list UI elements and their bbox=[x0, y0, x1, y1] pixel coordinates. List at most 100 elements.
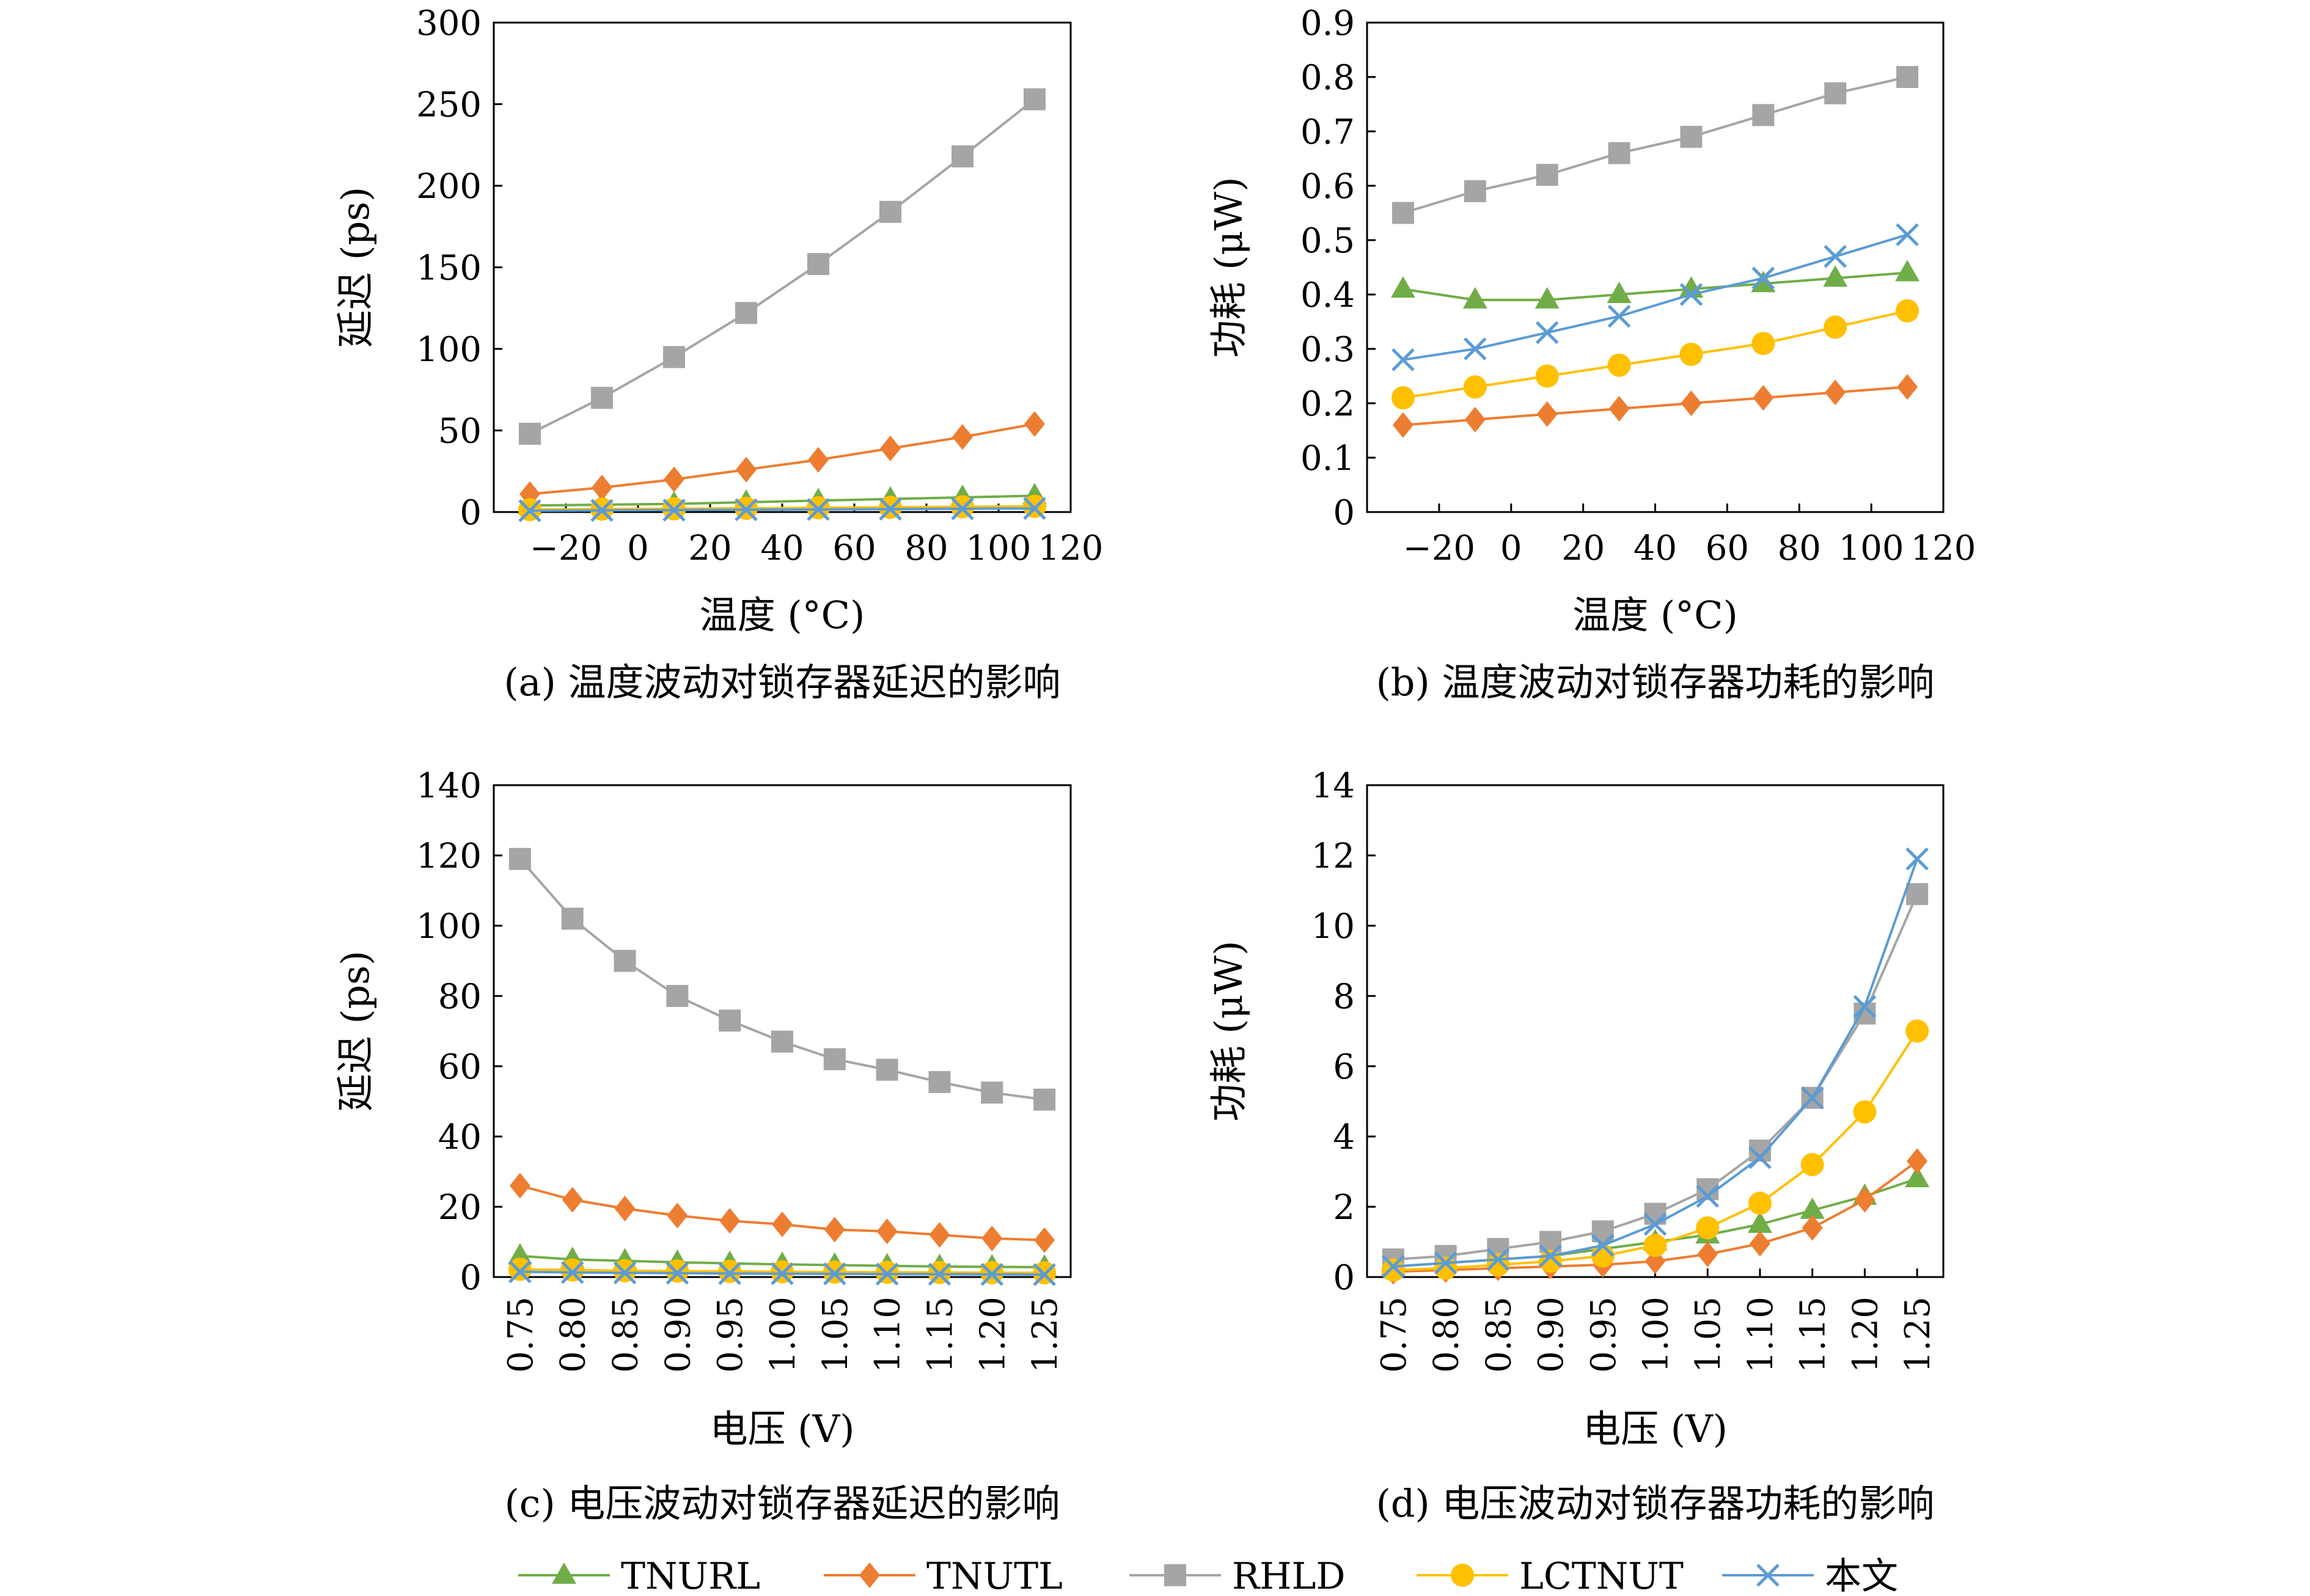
x-tick-label: 1.05 bbox=[816, 1297, 856, 1373]
data-point bbox=[1853, 1100, 1877, 1124]
data-point bbox=[1679, 342, 1703, 366]
data-point bbox=[772, 1211, 793, 1237]
data-point bbox=[880, 435, 901, 461]
x-tick-label: 1.00 bbox=[1637, 1297, 1676, 1373]
data-point bbox=[560, 1258, 584, 1282]
y-tick-label: 200 bbox=[416, 167, 482, 207]
series-TNUTL bbox=[509, 1173, 1055, 1253]
data-point bbox=[1034, 1227, 1055, 1253]
data-point bbox=[876, 1058, 898, 1081]
data-point bbox=[1462, 287, 1487, 309]
y-tick-label: 0.4 bbox=[1300, 276, 1355, 315]
data-point bbox=[1539, 1244, 1562, 1268]
series-line bbox=[529, 505, 1035, 511]
y-tick-label: 0.8 bbox=[1300, 58, 1355, 98]
legend-item-LCTNUT: LCTNUT bbox=[1417, 1555, 1684, 1596]
x-tick-label: 0.95 bbox=[1584, 1297, 1624, 1373]
data-point bbox=[1643, 1212, 1667, 1236]
x-tick-label: 1.15 bbox=[1794, 1297, 1833, 1373]
data-point bbox=[1854, 1187, 1876, 1213]
data-point bbox=[1751, 332, 1775, 356]
data-point bbox=[1607, 282, 1632, 303]
series-TNUTL bbox=[1392, 374, 1918, 438]
data-point bbox=[1536, 164, 1558, 186]
series-RHLD bbox=[1392, 66, 1919, 224]
data-point bbox=[823, 1048, 846, 1071]
data-point bbox=[667, 1202, 688, 1229]
data-point bbox=[1906, 883, 1929, 906]
y-tick-label: 0.5 bbox=[1300, 221, 1355, 261]
series-本文 bbox=[518, 497, 1046, 522]
data-point bbox=[981, 1225, 1003, 1251]
x-tick-label: 0 bbox=[627, 529, 649, 568]
data-point bbox=[1024, 88, 1046, 111]
data-point bbox=[1747, 1211, 1772, 1233]
data-point bbox=[562, 1187, 583, 1213]
data-point bbox=[1680, 125, 1703, 148]
data-point bbox=[1463, 375, 1487, 399]
data-point bbox=[1753, 385, 1774, 411]
data-point bbox=[952, 424, 973, 450]
data-point bbox=[1751, 271, 1776, 293]
data-point bbox=[719, 1009, 741, 1032]
data-point bbox=[1823, 265, 1848, 287]
legend-label: LCTNUT bbox=[1519, 1555, 1684, 1596]
y-tick-label: 150 bbox=[416, 249, 482, 288]
y-tick-label: 4 bbox=[1333, 1118, 1355, 1157]
data-point bbox=[875, 1262, 899, 1286]
series-line bbox=[519, 858, 1045, 1101]
data-point bbox=[1679, 283, 1703, 306]
data-point bbox=[507, 1243, 532, 1265]
data-point bbox=[592, 474, 612, 500]
y-tick-label: 0.6 bbox=[1300, 167, 1355, 207]
y-tick-label: 2 bbox=[1333, 1188, 1355, 1228]
series-line bbox=[529, 494, 1035, 507]
data-point bbox=[879, 200, 901, 223]
y-tick-label: 100 bbox=[416, 330, 482, 370]
legend-label: RHLD bbox=[1232, 1555, 1345, 1596]
data-point bbox=[1800, 1153, 1824, 1176]
data-point bbox=[560, 1261, 584, 1284]
data-point bbox=[771, 1030, 793, 1053]
data-point bbox=[1392, 202, 1414, 224]
x-tick-label: 1.25 bbox=[1025, 1297, 1065, 1373]
x-tick-label: 0.75 bbox=[1374, 1297, 1414, 1373]
data-point bbox=[980, 1262, 1004, 1286]
series-LCTNUT bbox=[1391, 299, 1920, 410]
data-point bbox=[929, 1222, 950, 1248]
data-point bbox=[1486, 1248, 1510, 1272]
y-tick-label: 60 bbox=[438, 1047, 482, 1087]
legend-marker bbox=[1756, 1564, 1780, 1587]
x-tick-label: 0.90 bbox=[658, 1297, 698, 1373]
y-tick-label: 0.2 bbox=[1300, 384, 1355, 424]
chart-caption: (d) 电压波动对锁存器功耗的影响 bbox=[1376, 1481, 1935, 1526]
y-tick-label: 80 bbox=[438, 977, 482, 1017]
data-point bbox=[1896, 299, 1920, 323]
data-point bbox=[1390, 276, 1415, 298]
data-point bbox=[1696, 1216, 1720, 1240]
data-point bbox=[663, 346, 685, 368]
data-point bbox=[664, 466, 684, 492]
y-tick-label: 300 bbox=[416, 4, 482, 43]
legend: TNURL TNUTL RHLD LCTNUT 本文 bbox=[518, 1555, 1898, 1596]
data-point bbox=[808, 447, 829, 473]
legend-item-RHLD: RHLD bbox=[1129, 1555, 1345, 1596]
data-point bbox=[666, 1261, 689, 1285]
data-point bbox=[952, 145, 974, 167]
x-tick-label: 20 bbox=[1561, 529, 1605, 568]
y-tick-label: 12 bbox=[1311, 836, 1355, 876]
data-point bbox=[662, 499, 686, 522]
y-tick-label: 8 bbox=[1333, 977, 1355, 1017]
y-axis-label: 功耗 (μW) bbox=[1206, 940, 1251, 1121]
data-point bbox=[771, 1262, 794, 1286]
data-point bbox=[1905, 847, 1929, 871]
x-tick-label: 100 bbox=[966, 529, 1032, 568]
y-axis-label: 延迟 (ps) bbox=[333, 187, 378, 348]
y-axis-label: 延迟 (ps) bbox=[333, 951, 378, 1112]
x-axis-label: 电压 (V) bbox=[1583, 1407, 1728, 1451]
legend-marker bbox=[552, 1562, 576, 1584]
x-tick-label: 0.90 bbox=[1531, 1297, 1571, 1373]
data-point bbox=[1907, 1148, 1928, 1174]
data-point bbox=[735, 302, 757, 324]
